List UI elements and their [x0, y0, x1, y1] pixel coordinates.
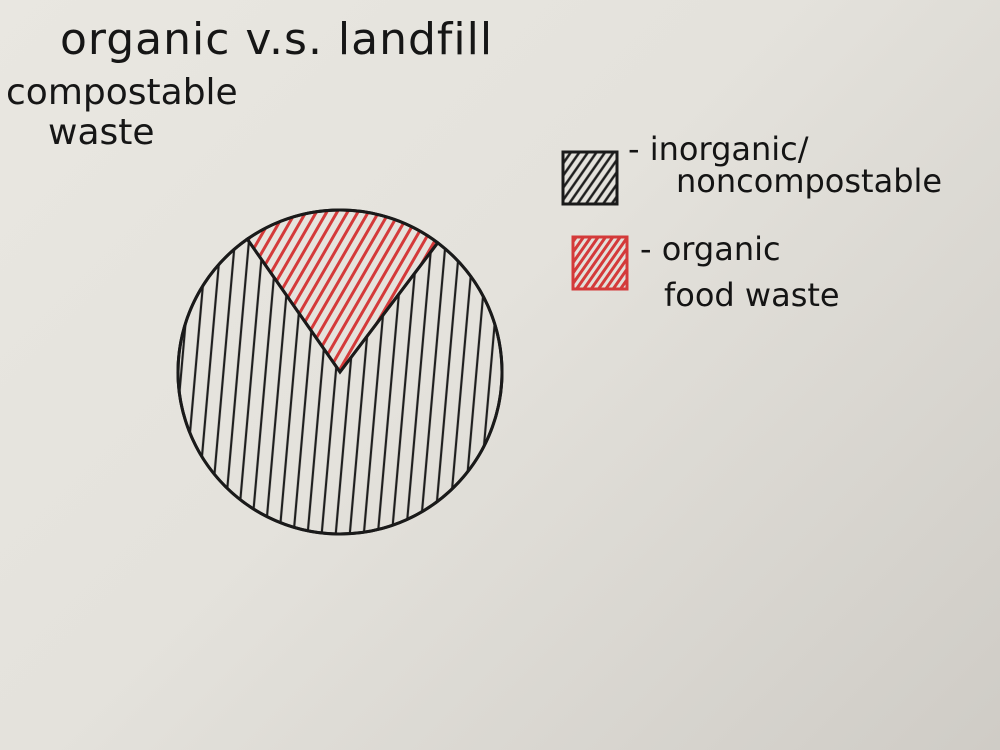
legend-label-organic-line-1: - organic — [640, 230, 781, 268]
pie-outline — [176, 208, 504, 536]
chart-title-line-3: waste — [48, 112, 155, 153]
chart-title-line-2: compostable — [6, 72, 238, 113]
legend-label-inorganic-line-1: - inorganic/ — [628, 130, 809, 168]
legend-label-organic-line-2: food waste — [664, 276, 840, 314]
legend-swatch-organic — [571, 235, 629, 291]
chart-title-line-1: organic v.s. landfill — [60, 14, 494, 65]
legend-label-inorganic-line-2: noncompostable — [676, 162, 943, 200]
legend-swatch-inorganic — [561, 150, 619, 206]
